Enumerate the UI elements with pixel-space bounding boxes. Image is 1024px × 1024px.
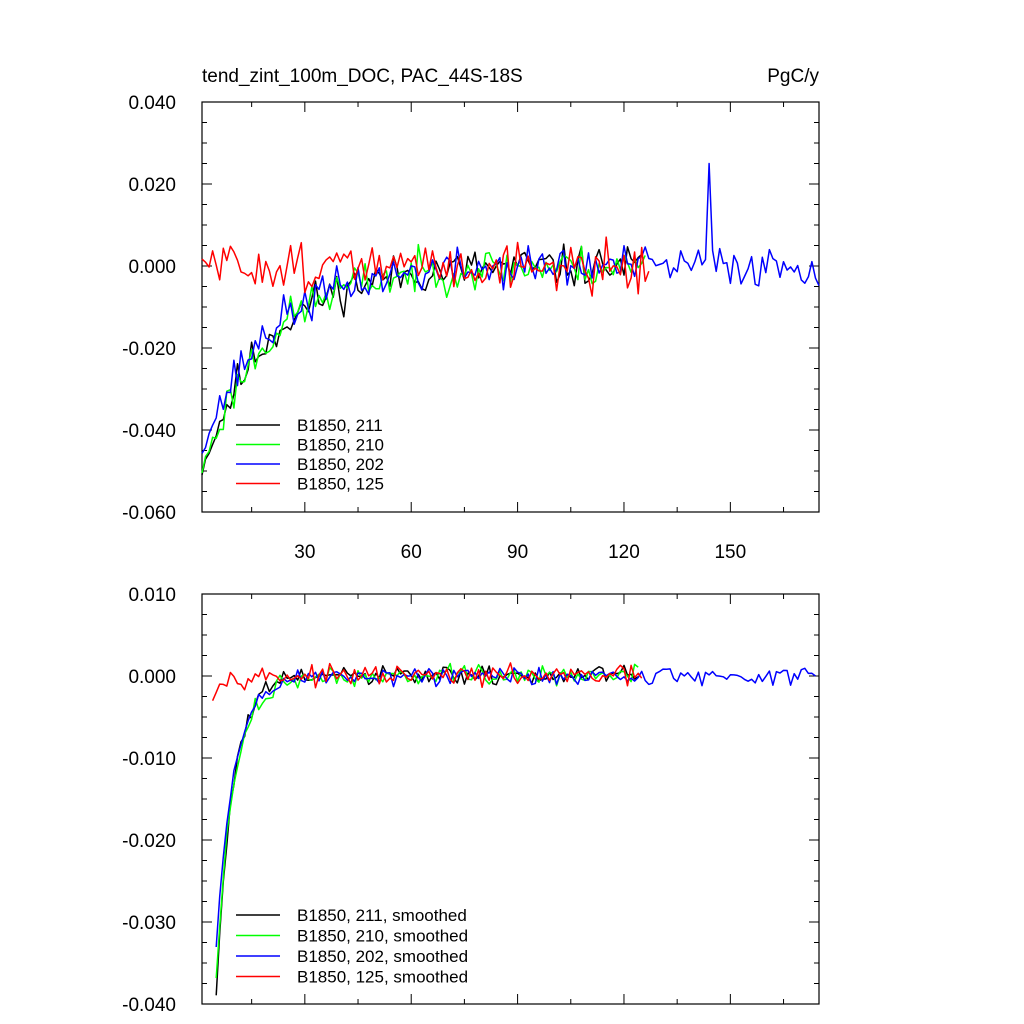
bottom-y-tick-label: -0.030 [122, 913, 176, 934]
legend-label-125: B1850, 125 [297, 475, 384, 494]
bottom-plot-frame [201, 593, 820, 1005]
bottom-y-tick-label: 0.000 [128, 667, 176, 688]
legend-label-202: B1850, 202 [297, 455, 384, 474]
series-line-b1850-202-smoothed [215, 666, 816, 948]
top-y-tick-label: -0.020 [122, 339, 176, 360]
top-x-tick-label: 150 [714, 542, 746, 563]
series-line-b1850-210 [201, 243, 646, 474]
top-y-tick-label: -0.060 [122, 503, 176, 524]
series-line-b1850-202 [201, 162, 820, 454]
top-plot-frame [201, 101, 820, 513]
top-x-tick-label: 90 [507, 542, 528, 563]
top-panel: tend_zint_100m_DOC, PAC_44S-18S PgC/y -0… [122, 66, 820, 563]
top-x-tick-label: 120 [608, 542, 640, 563]
top-y-tick-labels: -0.060 -0.040 -0.020 0.000 0.020 0.040 [122, 93, 176, 524]
legend-label-125-smoothed: B1850, 125, smoothed [297, 968, 468, 987]
top-series-group [201, 162, 820, 476]
top-title-left: tend_zint_100m_DOC, PAC_44S-18S [202, 66, 523, 87]
bottom-series-group [211, 662, 816, 996]
series-line-b1850-211 [201, 243, 643, 476]
top-y-tick-label: 0.040 [128, 93, 176, 114]
bottom-y-tick-label: -0.040 [122, 995, 176, 1016]
series-line-b1850-210-smoothed [215, 662, 639, 979]
top-x-tick-label: 30 [294, 542, 315, 563]
bottom-y-tick-label: -0.010 [122, 749, 176, 770]
top-y-tick-label: 0.000 [128, 257, 176, 278]
top-axis-ticks [202, 101, 819, 513]
top-title-right: PgC/y [767, 66, 819, 87]
bottom-axis-ticks [202, 593, 819, 1005]
series-line-b1850-125 [201, 236, 650, 297]
series-line-b1850-125-smoothed [211, 662, 643, 701]
bottom-panel: -0.040 -0.030 -0.020 -0.010 0.000 0.010 … [122, 585, 820, 1016]
legend-label-210: B1850, 210 [297, 436, 384, 455]
legend-label-202-smoothed: B1850, 202, smoothed [297, 947, 468, 966]
top-y-tick-label: 0.020 [128, 175, 176, 196]
series-line-b1850-211-smoothed [215, 664, 639, 996]
bottom-y-tick-labels: -0.040 -0.030 -0.020 -0.010 0.000 0.010 [122, 585, 176, 1016]
legend-label-210-smoothed: B1850, 210, smoothed [297, 927, 468, 946]
top-y-tick-label: -0.040 [122, 421, 176, 442]
bottom-y-tick-label: 0.010 [128, 585, 176, 606]
bottom-legend: B1850, 211, smoothed B1850, 210, smoothe… [236, 906, 468, 987]
legend-label-211-smoothed: B1850, 211, smoothed [297, 906, 467, 925]
top-legend: B1850, 211 B1850, 210 B1850, 202 B1850, … [236, 416, 384, 494]
top-x-tick-labels: 30 60 90 120 150 [294, 542, 746, 563]
top-x-tick-label: 60 [401, 542, 422, 563]
legend-label-211: B1850, 211 [297, 416, 383, 435]
bottom-y-tick-label: -0.020 [122, 831, 176, 852]
